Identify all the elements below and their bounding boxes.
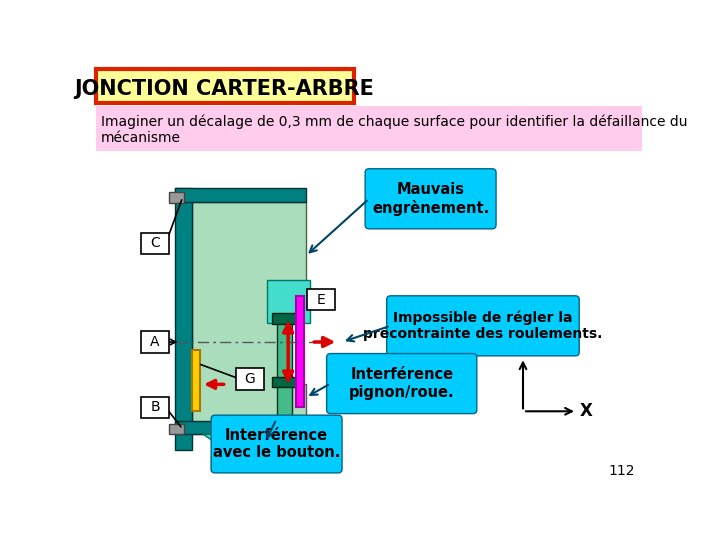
Text: Imaginer un décalage de 0,3 mm de chaque surface pour identifier la défaillance : Imaginer un décalage de 0,3 mm de chaque… [101,114,688,129]
Text: X: X [580,402,593,420]
Text: Interférence
avec le bouton.: Interférence avec le bouton. [213,428,341,460]
Bar [96,106,642,151]
Bar [175,188,192,450]
Bar [96,69,354,103]
FancyBboxPatch shape [141,233,168,254]
FancyBboxPatch shape [141,331,168,353]
FancyBboxPatch shape [387,296,579,356]
Bar [267,280,310,323]
Text: Mauvais
engrènement.: Mauvais engrènement. [372,182,489,215]
Bar [272,377,297,387]
Bar [192,350,199,411]
FancyBboxPatch shape [365,168,496,229]
Polygon shape [192,202,306,434]
Bar [276,319,292,423]
Text: C: C [150,237,160,251]
Text: E: E [317,293,325,307]
Text: Y: Y [517,339,529,357]
Bar [272,313,297,323]
Polygon shape [204,434,306,456]
FancyBboxPatch shape [343,387,372,408]
Text: 112: 112 [608,464,634,478]
Bar [175,421,228,434]
Text: G: G [244,372,255,386]
Bar [211,456,304,471]
Text: JONCTION CARTER-ARBRE: JONCTION CARTER-ARBRE [74,79,374,99]
Text: Interférence
pignon/roue.: Interférence pignon/roue. [349,367,454,400]
Text: mécanisme: mécanisme [101,131,181,145]
Text: A: A [150,335,160,349]
FancyBboxPatch shape [327,354,477,414]
Bar [168,423,184,434]
FancyBboxPatch shape [307,289,335,310]
Bar [168,192,184,202]
Bar [296,296,304,408]
Bar [175,188,306,202]
FancyBboxPatch shape [211,415,342,473]
Text: D: D [352,390,363,404]
FancyBboxPatch shape [235,368,264,390]
FancyBboxPatch shape [141,397,168,418]
Text: Impossible de régler la
précontrainte des roulements.: Impossible de régler la précontrainte de… [364,310,603,341]
Text: B: B [150,401,160,415]
